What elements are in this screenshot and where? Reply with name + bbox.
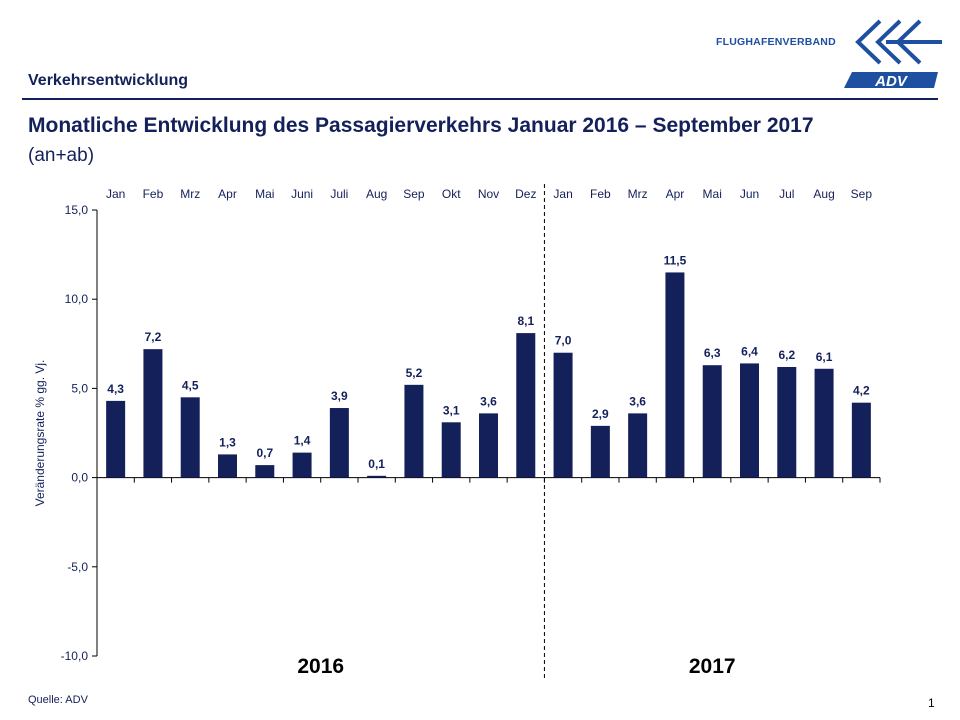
bar-jun-17 [740,363,759,478]
data-label: 2,9 [592,407,609,421]
data-label: 3,6 [629,394,646,408]
data-label: 6,3 [704,346,721,360]
bar-apr-15 [665,272,685,478]
bar-jan-12 [553,352,573,478]
data-label: 4,5 [182,378,199,392]
month-label: Apr [218,187,237,201]
bar-nov-10 [479,413,498,478]
org-name: FLUGHAFENVERBAND [716,36,836,48]
data-label: 11,5 [664,253,687,267]
bar-aug-7 [367,475,387,478]
bar-sep-8 [404,384,424,478]
data-label: 3,9 [331,389,348,403]
y-tick-label: -10,0 [61,649,89,663]
data-label: 6,4 [741,344,758,358]
month-label: Feb [143,187,164,201]
data-label: 4,3 [107,382,124,396]
bar-mai-4 [255,465,275,478]
month-label: Jan [106,187,125,201]
data-label: 0,1 [368,457,385,471]
month-label: Apr [666,187,685,201]
y-tick-label: 0,0 [71,471,88,485]
data-label: 6,2 [778,348,795,362]
bar-juli-6 [329,408,349,478]
y-tick-label: -5,0 [67,560,88,574]
bar-feb-13 [590,425,610,478]
bar-juni-5 [292,452,312,478]
data-label: 7,2 [145,330,162,344]
adv-logo-text: ADV [874,73,909,90]
month-label: Jul [779,187,794,201]
bar-okt-9 [441,422,461,478]
data-label: 7,0 [555,334,572,348]
month-label: Juli [330,187,348,201]
month-label: Mrz [628,187,648,201]
data-label: 1,3 [219,435,236,449]
data-label: 5,2 [406,366,423,380]
data-label: 1,4 [294,434,311,448]
data-label: 3,6 [480,394,497,408]
page-number: 1 [928,696,935,710]
month-label: Mai [703,187,722,201]
adv-logo-icon: ADV [844,19,942,90]
bar-mai-16 [702,365,722,478]
data-label: 3,1 [443,403,460,417]
bar-mrz-14 [628,413,648,478]
source-note: Quelle: ADV [28,694,88,706]
month-label: Jun [740,187,759,201]
bar-jul-18 [777,366,797,478]
bar-jan-0 [106,400,126,478]
bar-mrz-2 [180,397,200,478]
data-label: 4,2 [853,384,870,398]
month-label: Feb [590,187,611,201]
section-title: Verkehrsentwicklung [28,72,189,89]
month-label: Juni [291,187,313,201]
month-label: Dez [515,187,536,201]
y-tick-label: 10,0 [65,292,89,306]
bar-sep-20 [851,402,871,478]
page-title: Monatliche Entwicklung des Passagierverk… [28,114,814,137]
month-label: Aug [813,187,834,201]
data-label: 6,1 [816,350,833,364]
y-tick-label: 5,0 [71,381,88,395]
bar-aug-19 [814,368,834,478]
y-axis-title: Veränderungsrate % gg. Vj. [33,360,47,507]
bar-apr-3 [218,454,237,478]
month-label: Mai [255,187,274,201]
month-label: Sep [851,187,873,201]
header-divider [22,98,938,100]
month-label: Sep [403,187,425,201]
month-label: Jan [553,187,572,201]
month-label: Nov [478,187,499,201]
year-label-2016: 2016 [297,655,344,678]
year-label-2017: 2017 [689,655,736,678]
data-label: 0,7 [256,446,273,460]
bar-dez-11 [516,333,536,478]
bar-feb-1 [143,349,163,478]
month-label: Mrz [180,187,200,201]
y-tick-label: 15,0 [65,203,89,217]
month-label: Aug [366,187,387,201]
month-label: Okt [442,187,461,201]
page-subtitle: (an+ab) [28,145,95,166]
data-label: 8,1 [517,314,534,328]
